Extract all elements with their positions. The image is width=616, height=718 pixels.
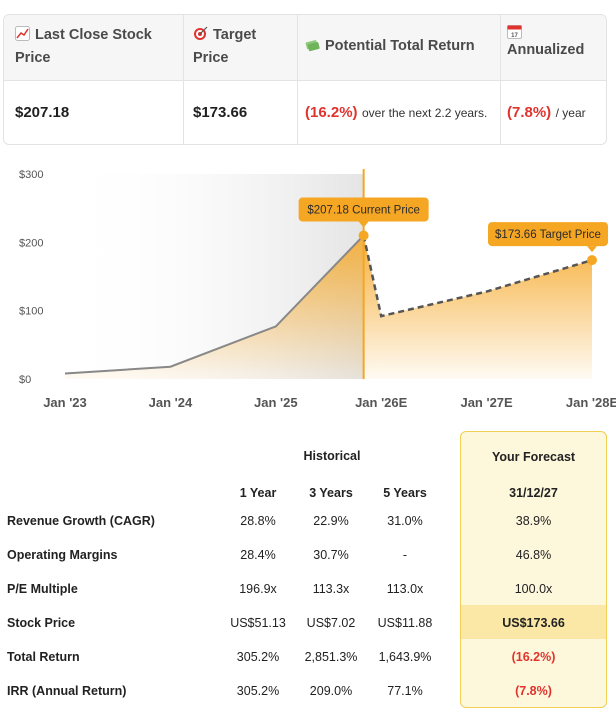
- forecast-column-box: [460, 431, 607, 708]
- forecast-table: Historical Your Forecast 1 Year 3 Years …: [0, 430, 616, 718]
- row-value: 28.8%: [240, 514, 276, 528]
- x-tick-label: Jan '27E: [460, 395, 513, 410]
- x-tick-label: Jan '26E: [355, 395, 408, 410]
- potential-header: Potential Total Return: [305, 35, 495, 58]
- potential-value-group: (16.2%) over the next 2.2 years.: [305, 104, 487, 122]
- row-value: 305.2%: [236, 684, 280, 698]
- potential-return-value: (16.2%): [305, 104, 358, 121]
- summary-header-row: [4, 15, 606, 81]
- callout-box: [488, 222, 608, 247]
- divider: [183, 15, 184, 144]
- y-tick-label: $200: [19, 237, 43, 249]
- target-icon: [193, 26, 208, 41]
- divider: [500, 15, 501, 144]
- row-value: 22.9%: [313, 514, 349, 528]
- row-value: 209.0%: [309, 684, 353, 698]
- row-forecast-value: (7.8%): [515, 684, 552, 698]
- money-icon: [305, 37, 320, 52]
- row-value: 31.0%: [387, 514, 423, 528]
- row-value: 113.3x: [312, 582, 350, 596]
- target-value: $173.66: [193, 104, 248, 121]
- row-value: 2,851.3%: [304, 650, 358, 664]
- row-value: 28.4%: [240, 548, 276, 562]
- target-header: Target Price: [193, 24, 293, 70]
- divider: [297, 15, 298, 144]
- potential-label: Potential Total Return: [325, 38, 475, 54]
- x-tick-label: Jan '25: [254, 395, 298, 410]
- forecast-header: Your Forecast: [491, 450, 576, 464]
- row-value: US$7.02: [306, 616, 356, 630]
- x-tick-label: Jan '24: [149, 395, 193, 410]
- annualized-label: Annualized: [507, 42, 585, 58]
- forecast-date: 31/12/27: [509, 486, 558, 500]
- y-tick-label: $300: [19, 169, 43, 181]
- row-forecast-value: (16.2%): [511, 650, 556, 664]
- callout-pointer: [587, 246, 597, 253]
- historical-area: [65, 235, 364, 379]
- row-value: 30.7%: [313, 548, 349, 562]
- svg-text:17: 17: [511, 33, 518, 39]
- forecast-highlight: [461, 605, 606, 639]
- forecast-area: [363, 235, 592, 379]
- callout-label: $207.18 Current Price: [307, 205, 420, 217]
- price-marker: [587, 255, 597, 266]
- y-tick-label: $100: [19, 306, 43, 318]
- forecast-line: [362, 235, 593, 318]
- target-label: Target Price: [193, 27, 257, 66]
- row-label: Revenue Growth (CAGR): [7, 514, 155, 528]
- row-label: IRR (Annual Return): [7, 684, 127, 698]
- last-close-label: Last Close Stock Price: [15, 27, 152, 66]
- annualized-header: 17 Annualized: [507, 24, 606, 62]
- x-tick-label: Jan '28E: [566, 395, 616, 410]
- chart-icon: [15, 26, 30, 41]
- potential-return-suffix: over the next 2.2 years.: [361, 106, 488, 120]
- col-5-years: 5 Years: [383, 486, 427, 500]
- col-1-year: 1 Year: [239, 486, 277, 500]
- row-value: US$51.13: [230, 616, 286, 630]
- historical-header: Historical: [303, 449, 361, 463]
- historical-line: [64, 234, 365, 375]
- row-value: 305.2%: [236, 650, 280, 664]
- price-marker: [358, 230, 369, 241]
- row-forecast-value: 100.0x: [514, 582, 553, 596]
- callout-box: [298, 197, 429, 222]
- row-value: US$11.88: [377, 616, 433, 630]
- row-value: 196.9x: [239, 582, 277, 596]
- x-tick-label: Jan '23: [43, 395, 87, 410]
- annualized-suffix: / year: [555, 106, 586, 120]
- callout-label: $173.66 Target Price: [495, 229, 601, 241]
- row-label: P/E Multiple: [7, 582, 78, 596]
- row-value: 1,643.9%: [378, 650, 432, 664]
- col-3-years: 3 Years: [309, 486, 353, 500]
- price-chart: $0 $100 $200 $300 Jan '23 Jan '24 Jan '25 Jan …: [19, 169, 616, 410]
- row-label: Stock Price: [7, 616, 76, 630]
- row-value: 113.0x: [386, 582, 424, 596]
- summary-card: Last Close Stock Price Target Price Pote…: [3, 14, 607, 145]
- row-value: 77.1%: [387, 684, 423, 698]
- row-forecast-value: 46.8%: [515, 548, 552, 562]
- row-label: Total Return: [7, 650, 80, 664]
- last-close-header: Last Close Stock Price: [15, 24, 180, 70]
- row-forecast-value: US$173.66: [502, 616, 565, 630]
- annualized-value: (7.8%): [507, 104, 552, 121]
- row-label: Operating Margins: [7, 548, 118, 562]
- row-value: -: [402, 548, 408, 562]
- calendar-icon: 17: [507, 24, 522, 39]
- y-tick-label: $0: [19, 374, 31, 386]
- callout-pointer: [358, 221, 369, 228]
- annualized-value-group: (7.8%) / year: [507, 104, 586, 122]
- last-close-value: $207.18: [15, 104, 70, 121]
- row-forecast-value: 38.9%: [515, 514, 552, 528]
